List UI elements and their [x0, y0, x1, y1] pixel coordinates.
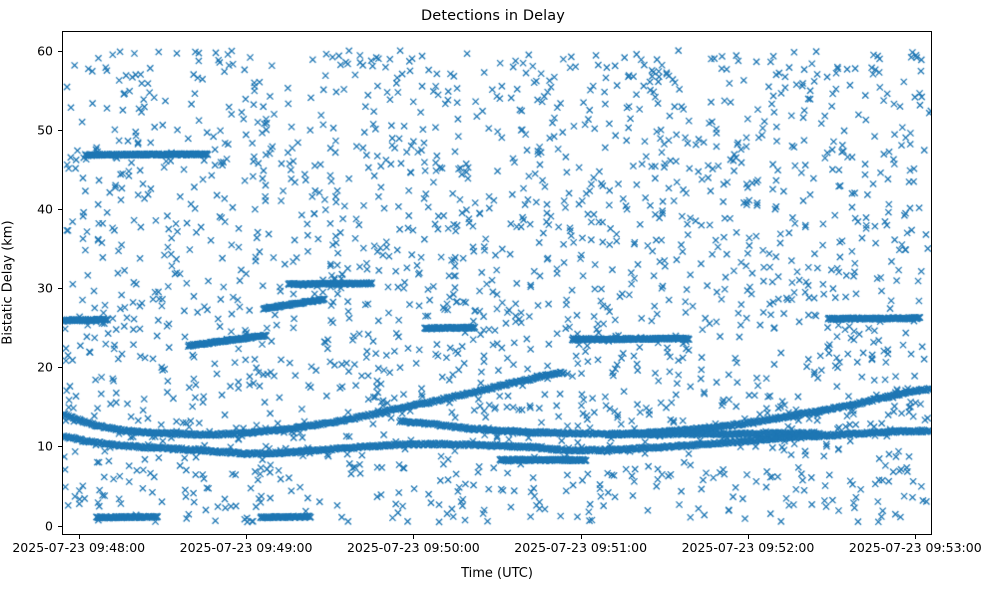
x-tick-label: 2025-07-23 09:50:00	[346, 540, 480, 555]
y-tick-mark	[58, 50, 62, 52]
x-tick-mark	[580, 535, 582, 539]
y-axis-label-wrap: Bistatic Delay (km)	[0, 31, 16, 535]
y-tick-mark	[58, 129, 62, 131]
x-tick-label: 2025-07-23 09:51:00	[514, 540, 648, 555]
x-tick-label: 2025-07-23 09:53:00	[848, 540, 982, 555]
x-tick-label: 2025-07-23 09:49:00	[179, 540, 313, 555]
y-tick-mark	[58, 367, 62, 369]
y-tick-label: 0	[45, 518, 53, 533]
y-tick-mark	[58, 209, 62, 211]
x-tick-mark	[246, 535, 248, 539]
x-tick-label: 2025-07-23 09:48:00	[12, 540, 146, 555]
x-tick-mark	[915, 535, 917, 539]
y-tick-label: 40	[37, 201, 53, 217]
y-tick-mark	[58, 525, 62, 527]
y-tick-mark	[58, 288, 62, 290]
x-tick-mark	[413, 535, 415, 539]
x-tick-label: 2025-07-23 09:52:00	[681, 540, 815, 555]
chart-title: Detections in Delay	[421, 8, 565, 24]
x-tick-mark	[78, 535, 80, 539]
x-tick-mark	[747, 535, 749, 539]
plot-area	[62, 31, 932, 535]
x-axis-label: Time (UTC)	[461, 566, 533, 581]
y-tick-label: 30	[37, 280, 53, 296]
y-tick-label: 50	[37, 122, 53, 138]
scatter-canvas	[63, 32, 931, 534]
y-tick-label: 10	[37, 438, 53, 454]
y-tick-label: 60	[37, 43, 53, 59]
y-tick-mark	[58, 446, 62, 448]
y-tick-label: 20	[37, 359, 53, 375]
